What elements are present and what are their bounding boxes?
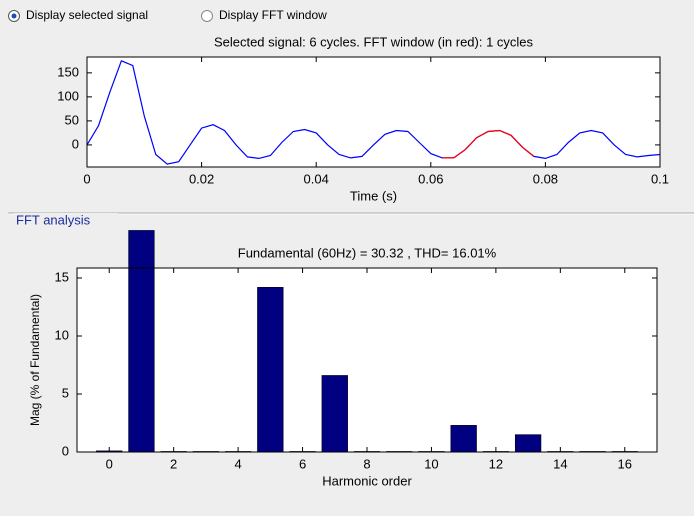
signal-line — [86, 60, 661, 165]
y-tick-label: 15 — [55, 269, 69, 284]
bar — [321, 375, 348, 453]
bar — [128, 230, 155, 453]
x-tick-label: 0 — [106, 456, 113, 471]
x-tick-label: 2 — [170, 456, 177, 471]
bar — [450, 425, 477, 453]
y-tick-label: 50 — [65, 112, 79, 127]
x-tick-label: 0 — [83, 171, 90, 186]
bar — [514, 434, 542, 453]
y-tick-label: 0 — [62, 443, 69, 458]
x-tick-label: 16 — [618, 456, 632, 471]
chart-title: Fundamental (60Hz) = 30.32 , THD= 16.01% — [238, 245, 497, 260]
radio-row: Display selected signal Display FFT wind… — [8, 8, 327, 22]
signal-line — [442, 129, 535, 159]
x-tick-label: 0.04 — [304, 171, 329, 186]
plot-area — [87, 57, 660, 167]
radio-unselected[interactable] — [201, 10, 213, 22]
panel-title-bg — [14, 213, 118, 229]
x-axis-label: Time (s) — [350, 188, 397, 203]
y-tick-label: 0 — [72, 136, 79, 151]
radio-label[interactable]: Display selected signal — [26, 8, 148, 22]
axes-box — [86, 56, 661, 168]
y-tick-label: 5 — [62, 385, 69, 400]
x-tick-label: 0.1 — [651, 171, 669, 186]
radio-dot — [11, 13, 17, 19]
y-tick-label: 100 — [57, 88, 79, 103]
panel-title: FFT analysis — [16, 212, 91, 227]
x-tick-label: 6 — [299, 456, 306, 471]
x-tick-label: 0.06 — [418, 171, 443, 186]
x-tick-label: 10 — [424, 456, 438, 471]
radio-label[interactable]: Display FFT window — [219, 8, 327, 22]
chart-title: Selected signal: 6 cycles. FFT window (i… — [214, 34, 534, 49]
y-axis-label: Mag (% of Fundamental) — [28, 294, 42, 426]
x-tick-label: 12 — [489, 456, 503, 471]
plot-area — [77, 268, 657, 452]
bar — [257, 287, 284, 453]
x-axis-label: Harmonic order — [322, 473, 412, 488]
x-tick-label: 0.08 — [533, 171, 558, 186]
x-tick-label: 14 — [553, 456, 567, 471]
y-tick-label: 10 — [55, 327, 69, 342]
x-tick-label: 4 — [234, 456, 241, 471]
x-tick-label: 8 — [363, 456, 370, 471]
y-tick-label: 150 — [57, 64, 79, 79]
x-tick-label: 0.02 — [189, 171, 214, 186]
